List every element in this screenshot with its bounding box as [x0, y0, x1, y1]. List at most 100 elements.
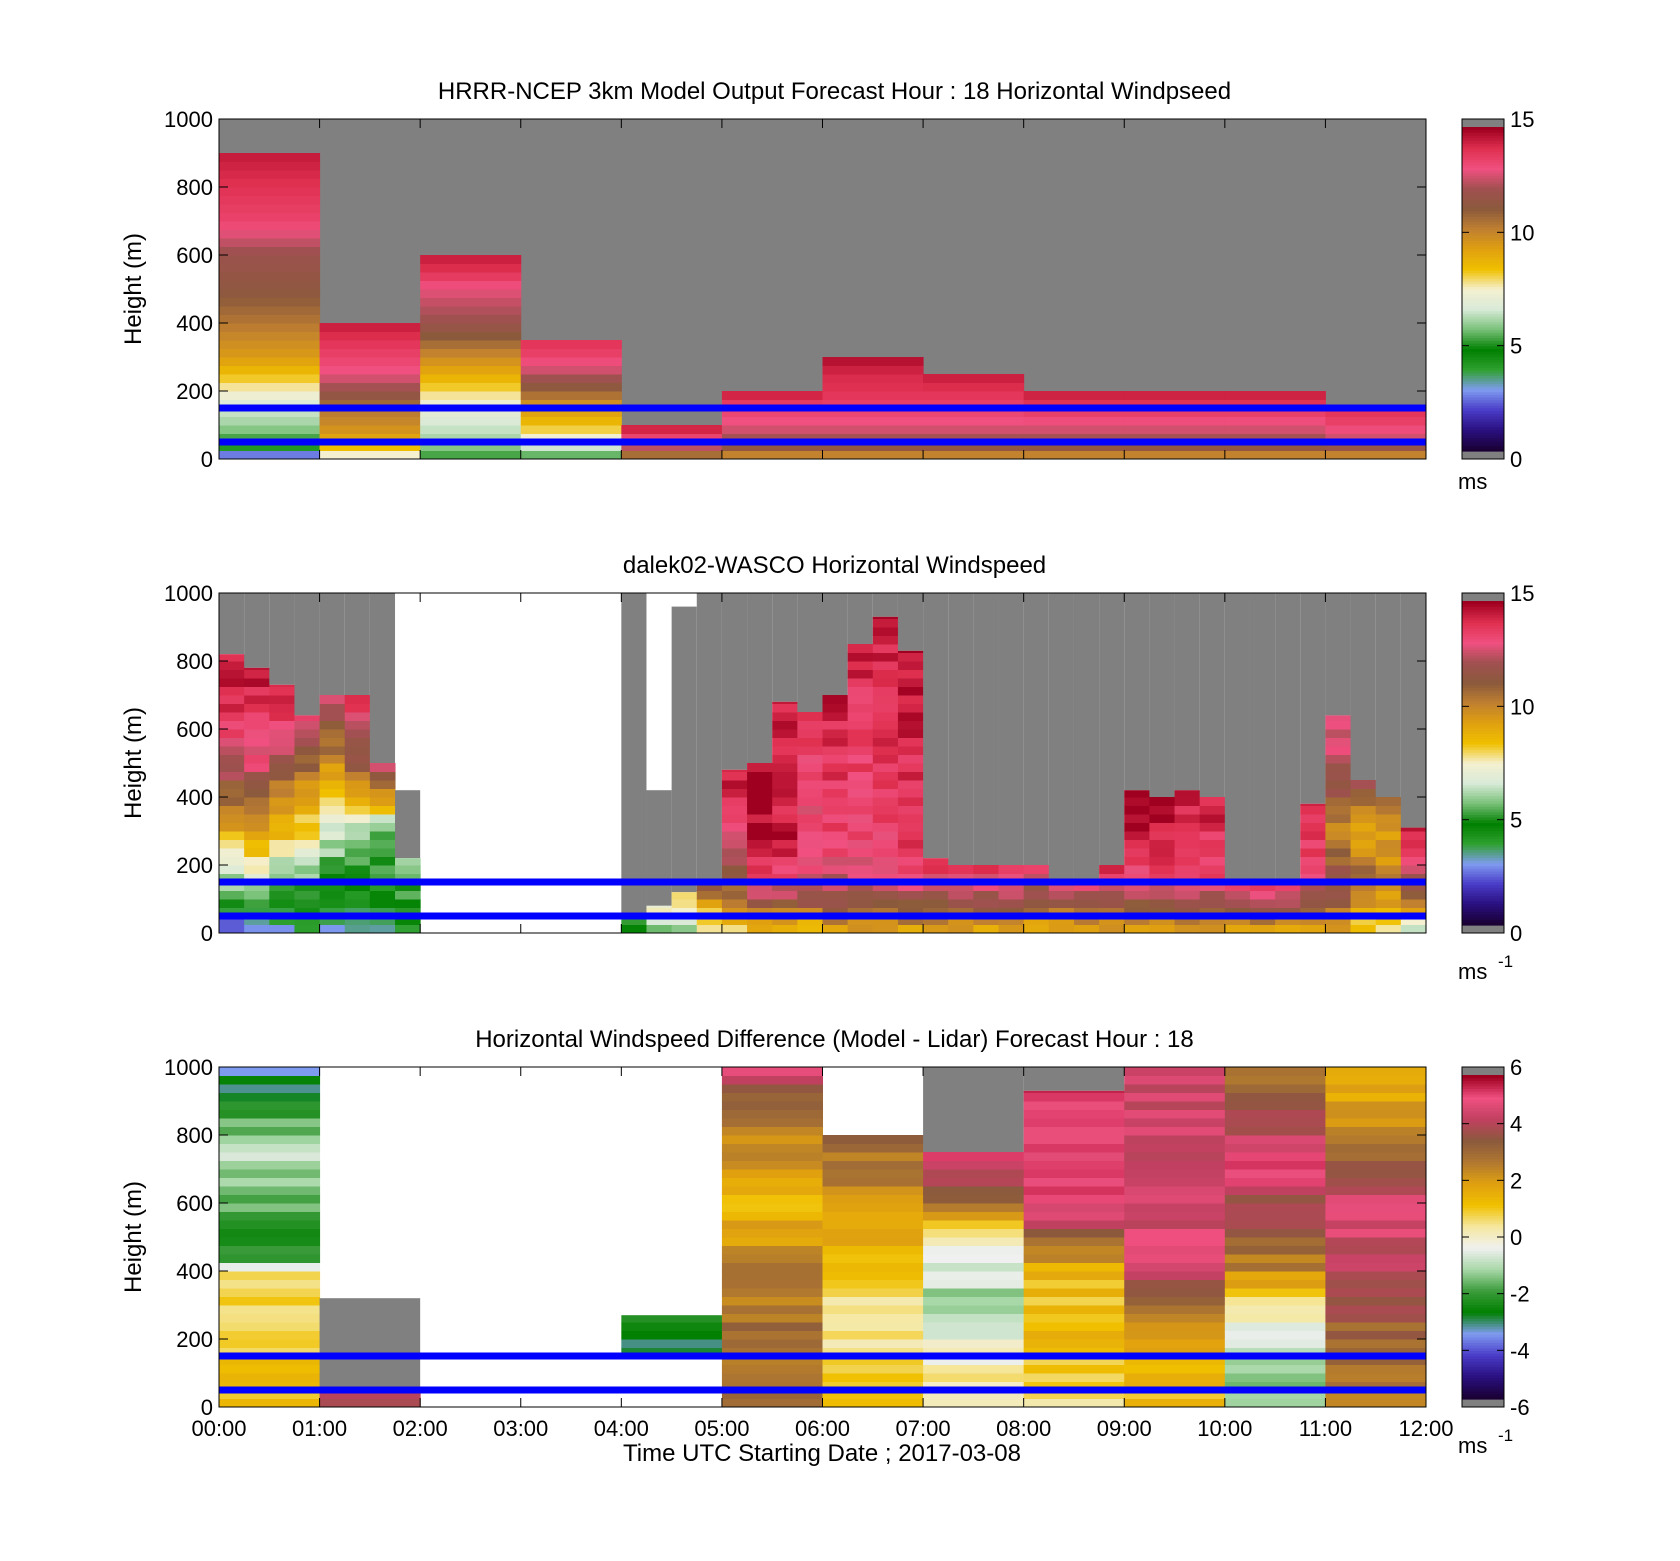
data-column — [1224, 391, 1326, 460]
data-cell — [1325, 1084, 1427, 1093]
colorbar-swatch — [1462, 1142, 1504, 1146]
colorbar-swatch — [1462, 1390, 1504, 1395]
data-column — [1048, 593, 1075, 934]
data-cell — [344, 822, 371, 832]
data-cell — [1325, 1143, 1427, 1153]
data-cell — [1224, 1339, 1326, 1348]
data-cell — [897, 650, 924, 653]
data-cell — [219, 654, 245, 662]
data-cell — [923, 1271, 1025, 1280]
colorbar-swatch — [1462, 1112, 1504, 1117]
data-cell — [923, 890, 949, 900]
data-cell — [1124, 856, 1150, 866]
data-cell — [219, 1288, 321, 1297]
data-cell — [369, 907, 396, 917]
data-column — [1099, 593, 1125, 934]
data-cell — [369, 780, 396, 789]
y-tick-label: 1000 — [164, 1055, 213, 1080]
data-cell — [420, 263, 522, 273]
missing-data-region — [1249, 593, 1276, 879]
data-cell — [1124, 1373, 1226, 1382]
missing-data-region — [269, 593, 295, 685]
colorbar-swatch — [1462, 609, 1504, 613]
colorbar-swatch — [1462, 348, 1504, 352]
data-cell — [1400, 865, 1427, 874]
data-cell — [923, 1373, 1025, 1382]
colorbar-swatch — [1462, 725, 1504, 729]
data-cell — [872, 695, 899, 704]
data-cell — [1325, 1356, 1427, 1365]
data-cell — [344, 754, 371, 764]
colorbar-swatch — [1462, 1372, 1504, 1376]
colorbar-frame — [1461, 592, 1505, 934]
data-cell — [319, 340, 421, 349]
data-cell — [219, 297, 321, 307]
data-cell — [1023, 1135, 1125, 1144]
colorbar-swatch — [1462, 798, 1504, 802]
y-tick-label: 200 — [176, 1327, 213, 1352]
colorbar-swatch — [1462, 1172, 1504, 1176]
data-cell — [1325, 848, 1352, 857]
data-cell — [294, 780, 321, 789]
data-cell — [998, 873, 1025, 883]
colorbar-swatch — [1462, 811, 1504, 815]
data-cell — [219, 1067, 321, 1076]
data-cell — [1350, 831, 1377, 840]
data-cell — [772, 882, 798, 891]
colorbar-swatch — [1462, 1266, 1504, 1270]
colorbar-swatch — [1462, 1350, 1504, 1354]
data-cell — [219, 323, 321, 332]
data-cell — [923, 1254, 1025, 1263]
colorbar-swatch — [1462, 606, 1504, 610]
data-cell — [269, 839, 295, 849]
data-column — [420, 255, 522, 460]
panel-title: Horizontal Windspeed Difference (Model -… — [475, 1026, 1194, 1053]
colorbar-swatch — [1462, 741, 1504, 745]
data-column — [1199, 593, 1226, 934]
data-cell — [1224, 399, 1326, 409]
data-cell — [294, 814, 321, 823]
data-cell — [1300, 916, 1326, 925]
data-cell — [369, 814, 396, 823]
data-cell — [1199, 848, 1226, 857]
data-cell — [1149, 814, 1176, 823]
data-cell — [1224, 1143, 1326, 1153]
data-cell — [1023, 1186, 1125, 1195]
data-cell — [269, 771, 295, 781]
data-cell — [948, 873, 974, 883]
data-cell — [244, 737, 270, 747]
data-cell — [822, 839, 849, 849]
data-cell — [219, 1330, 321, 1340]
data-cell — [1325, 1177, 1427, 1187]
data-cell — [797, 907, 823, 917]
colorbar-tick-label: -6 — [1510, 1395, 1530, 1420]
data-cell — [1124, 408, 1226, 417]
missing-data-region — [1149, 593, 1175, 797]
missing-data-region — [998, 593, 1024, 865]
data-cell — [822, 1398, 924, 1408]
data-cell — [1325, 907, 1352, 917]
data-cell — [420, 348, 522, 358]
x-tick-label: 00:00 — [191, 1416, 246, 1441]
data-cell — [219, 238, 321, 247]
data-cell — [520, 374, 622, 383]
data-cell — [923, 916, 949, 925]
data-cell — [219, 280, 321, 290]
data-column — [621, 593, 647, 934]
data-cell — [1300, 805, 1326, 815]
data-cell — [1224, 899, 1251, 908]
data-cell — [1099, 890, 1125, 900]
data-cell — [1023, 408, 1125, 417]
colorbar-swatch — [1462, 889, 1504, 894]
data-cell — [772, 703, 798, 713]
data-cell — [219, 1313, 321, 1323]
colorbar-swatch — [1462, 1218, 1504, 1222]
data-cell — [1124, 1160, 1226, 1170]
data-cell — [294, 805, 321, 815]
data-cell — [1199, 839, 1226, 849]
data-cell — [1325, 865, 1352, 874]
colorbar-swatch — [1462, 267, 1504, 271]
data-cell — [219, 374, 321, 383]
data-cell — [1048, 882, 1075, 891]
colorbar-swatch — [1462, 1237, 1504, 1241]
